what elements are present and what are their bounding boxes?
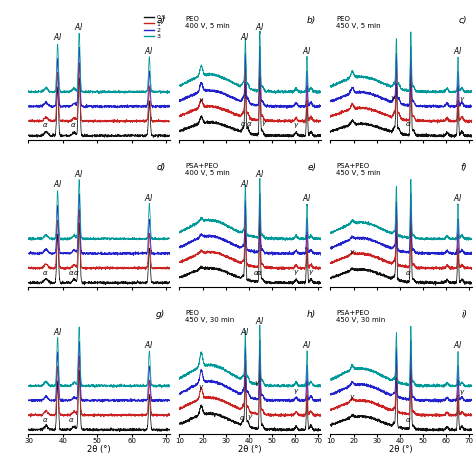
Text: PEO
450 V, 5 min: PEO 450 V, 5 min (336, 16, 381, 29)
Text: $\alpha$: $\alpha$ (256, 269, 263, 277)
Text: PSA+PEO
450 V, 5 min: PSA+PEO 450 V, 5 min (336, 163, 381, 176)
Text: $\gamma$: $\gamma$ (293, 268, 299, 277)
Text: $\gamma$: $\gamma$ (254, 379, 260, 388)
Text: $\alpha$: $\alpha$ (42, 120, 49, 128)
Text: $\gamma$: $\gamma$ (247, 413, 253, 422)
Text: $\alpha$: $\alpha$ (405, 269, 411, 277)
Text: $\gamma$: $\gamma$ (308, 268, 314, 277)
X-axis label: 2θ (°): 2θ (°) (389, 445, 413, 454)
Text: $\alpha$: $\alpha$ (240, 120, 246, 128)
Text: $\alpha$: $\alpha$ (405, 120, 411, 128)
Text: PSA+PEO
400 V, 5 min: PSA+PEO 400 V, 5 min (185, 163, 230, 176)
Text: $\gamma$: $\gamma$ (198, 96, 204, 105)
Text: g): g) (156, 310, 165, 319)
Text: $\alpha$: $\alpha$ (42, 269, 49, 276)
Text: $Al$: $Al$ (302, 192, 312, 203)
Text: $\gamma$: $\gamma$ (459, 388, 465, 397)
Text: $Al$: $Al$ (302, 45, 312, 56)
Text: $Al$: $Al$ (255, 315, 264, 326)
Text: $\gamma$: $\gamma$ (293, 121, 299, 130)
Text: $\gamma$: $\gamma$ (349, 393, 356, 402)
Text: $Al$: $Al$ (74, 168, 84, 179)
Text: $Al$: $Al$ (255, 21, 264, 32)
Text: $Al$: $Al$ (453, 45, 463, 56)
Text: $Al$: $Al$ (145, 339, 154, 350)
Text: $Al$: $Al$ (53, 326, 63, 337)
Text: $\alpha$: $\alpha$ (253, 269, 259, 277)
Text: $Al$: $Al$ (53, 179, 63, 190)
Text: $Al$: $Al$ (240, 179, 250, 190)
Text: $Al$: $Al$ (53, 31, 63, 43)
Text: PEO
450 V, 30 min: PEO 450 V, 30 min (185, 310, 234, 323)
Text: h): h) (307, 310, 316, 319)
Text: a): a) (156, 16, 165, 25)
X-axis label: 2θ (°): 2θ (°) (238, 445, 262, 454)
Text: $\gamma$: $\gamma$ (390, 94, 396, 103)
Text: $\gamma$: $\gamma$ (198, 383, 204, 392)
Text: $Al$: $Al$ (255, 168, 264, 179)
Text: e): e) (307, 163, 316, 172)
Text: $\alpha$: $\alpha$ (70, 121, 77, 129)
Text: $Al$: $Al$ (453, 339, 463, 350)
Text: $\alpha$: $\alpha$ (405, 416, 411, 424)
Text: $\alpha$: $\alpha$ (68, 416, 75, 424)
X-axis label: 2θ (°): 2θ (°) (87, 445, 111, 454)
Text: $Al$: $Al$ (240, 326, 250, 337)
Text: $Al$: $Al$ (240, 31, 250, 43)
Text: PSA+PEO
450 V, 30 min: PSA+PEO 450 V, 30 min (336, 310, 385, 323)
Text: $\alpha$: $\alpha$ (246, 120, 252, 128)
Text: $\alpha$: $\alpha$ (42, 416, 49, 424)
Text: d): d) (156, 163, 165, 172)
Text: $\gamma$: $\gamma$ (261, 119, 267, 128)
Legend: 0.5, 1, 2, 3: 0.5, 1, 2, 3 (144, 15, 166, 39)
Text: $Al$: $Al$ (302, 339, 312, 350)
Text: $\alpha$: $\alpha$ (73, 269, 79, 277)
Text: b): b) (307, 16, 316, 25)
Text: $\alpha$: $\alpha$ (68, 269, 75, 277)
Text: $\gamma$: $\gamma$ (349, 248, 356, 257)
Text: $\gamma$: $\gamma$ (459, 95, 465, 104)
Text: $Al$: $Al$ (453, 192, 463, 203)
Text: $Al$: $Al$ (145, 192, 154, 203)
Text: $\gamma$: $\gamma$ (293, 387, 299, 396)
Text: f): f) (461, 163, 467, 172)
Text: $Al$: $Al$ (74, 21, 84, 32)
Text: c): c) (459, 16, 467, 25)
Text: i): i) (461, 310, 467, 319)
Text: PEO
400 V, 5 min: PEO 400 V, 5 min (185, 16, 230, 29)
Text: $Al$: $Al$ (145, 45, 154, 56)
Text: $\alpha$: $\alpha$ (239, 414, 245, 422)
